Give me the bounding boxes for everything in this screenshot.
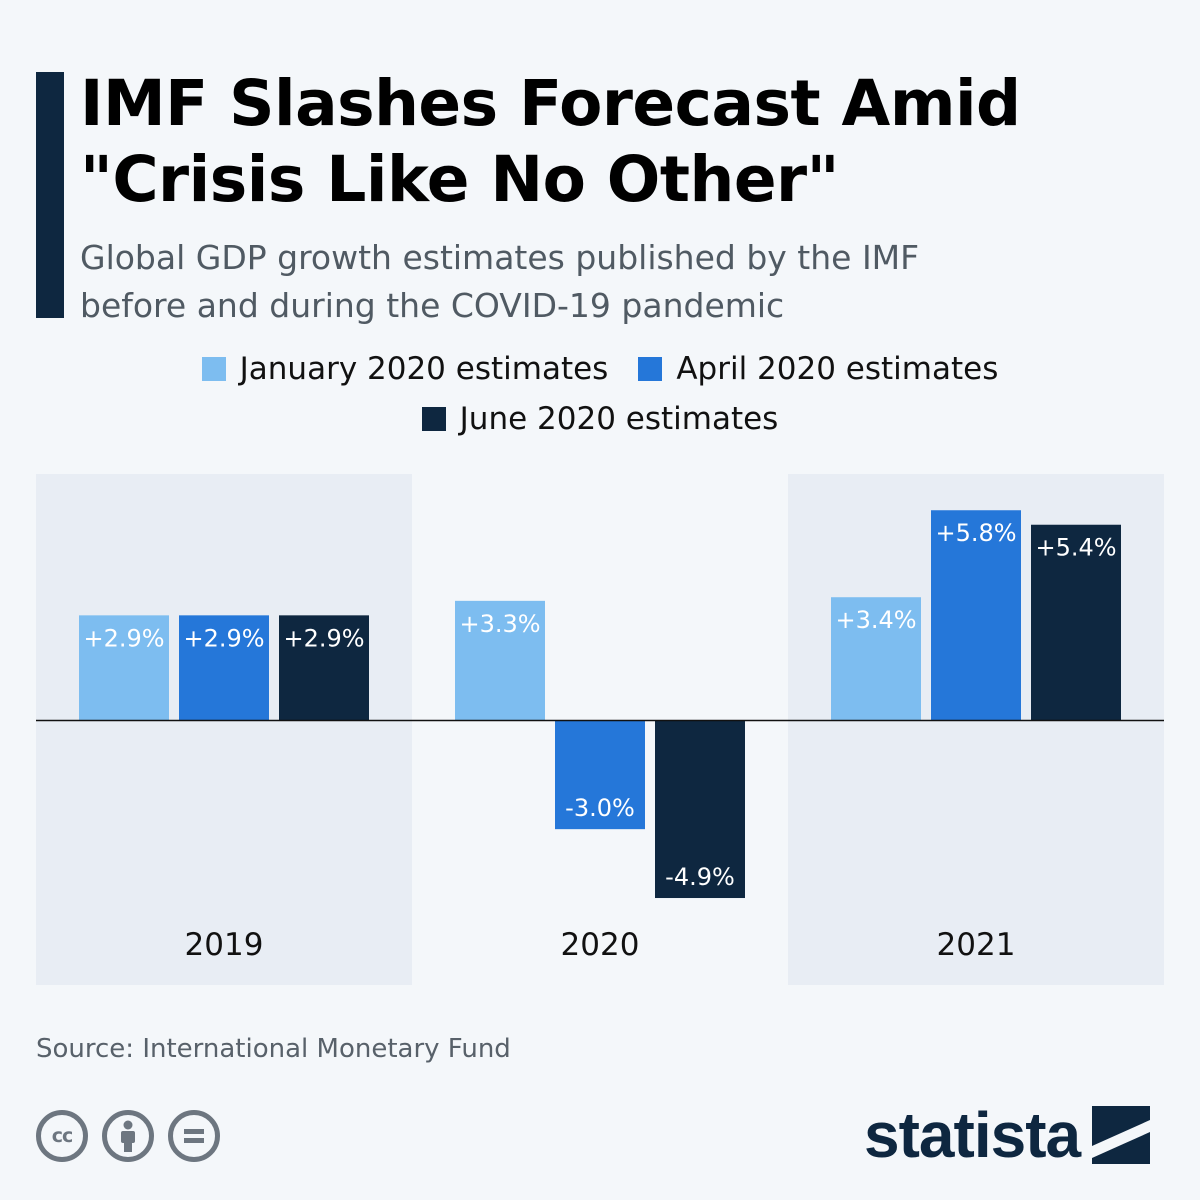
bar-2020-series-0 [455, 600, 545, 721]
legend-label-june: June 2020 estimates [459, 401, 779, 437]
nd-equals-icon [168, 1110, 220, 1162]
bar-2021-series-2 [1031, 524, 1121, 721]
legend-swatch-june [421, 407, 446, 431]
data-label-2020-series-1: -3.0% [565, 794, 635, 822]
source-note: Source: International Monetary Fund [36, 1034, 511, 1064]
cc-icon: cc [36, 1110, 88, 1162]
data-label-2019-series-2: +2.9% [283, 624, 364, 652]
legend-swatch-april [638, 357, 663, 381]
title-accent-bar [36, 72, 64, 318]
brand-wordmark: statista [864, 1099, 1081, 1171]
data-label-2021-series-0: +3.4% [835, 606, 916, 634]
category-label-2021: 2021 [937, 927, 1016, 963]
data-label-2021-series-2: +5.4% [1035, 534, 1116, 562]
bar-2021-series-0 [831, 597, 921, 721]
legend-item-april: April 2020 estimates [638, 349, 998, 389]
bar-2019-series-1 [179, 615, 269, 721]
legend-item-june: June 2020 estimates [421, 399, 779, 439]
data-label-2021-series-1: +5.8% [935, 519, 1016, 547]
bar-2019-series-2 [279, 615, 369, 721]
data-label-2020-series-0: +3.3% [459, 610, 540, 638]
data-label-2020-series-2: -4.9% [665, 863, 735, 891]
statista-logo: statista [864, 1099, 1151, 1171]
bar-2019-series-0 [79, 615, 169, 721]
data-label-2019-series-0: +2.9% [83, 624, 164, 652]
page-title: IMF Slashes Forecast Amid "Crisis Like N… [80, 67, 1021, 216]
data-label-2019-series-1: +2.9% [183, 624, 264, 652]
legend-label-april: April 2020 estimates [676, 351, 999, 387]
legend-item-january: January 2020 estimates [201, 349, 609, 389]
legend-row-2: June 2020 estimates [0, 399, 1200, 439]
page-subtitle: Global GDP growth estimates published by… [80, 238, 920, 325]
license-icons: cc [36, 1110, 220, 1162]
bar-2021-series-1 [931, 510, 1021, 721]
bar-2020-series-1 [555, 720, 645, 830]
legend-label-january: January 2020 estimates [239, 351, 609, 387]
legend-row-1: January 2020 estimates April 2020 estima… [0, 349, 1200, 389]
statista-mark-icon [1092, 1106, 1151, 1164]
category-label-2020: 2020 [561, 927, 640, 963]
bar-2020-series-2 [655, 720, 745, 899]
category-label-2019: 2019 [185, 927, 264, 963]
by-person-icon [102, 1110, 154, 1162]
legend-swatch-january [201, 357, 226, 381]
cc-icon-text: cc [51, 1125, 74, 1147]
category-panel-2019 [36, 474, 412, 985]
